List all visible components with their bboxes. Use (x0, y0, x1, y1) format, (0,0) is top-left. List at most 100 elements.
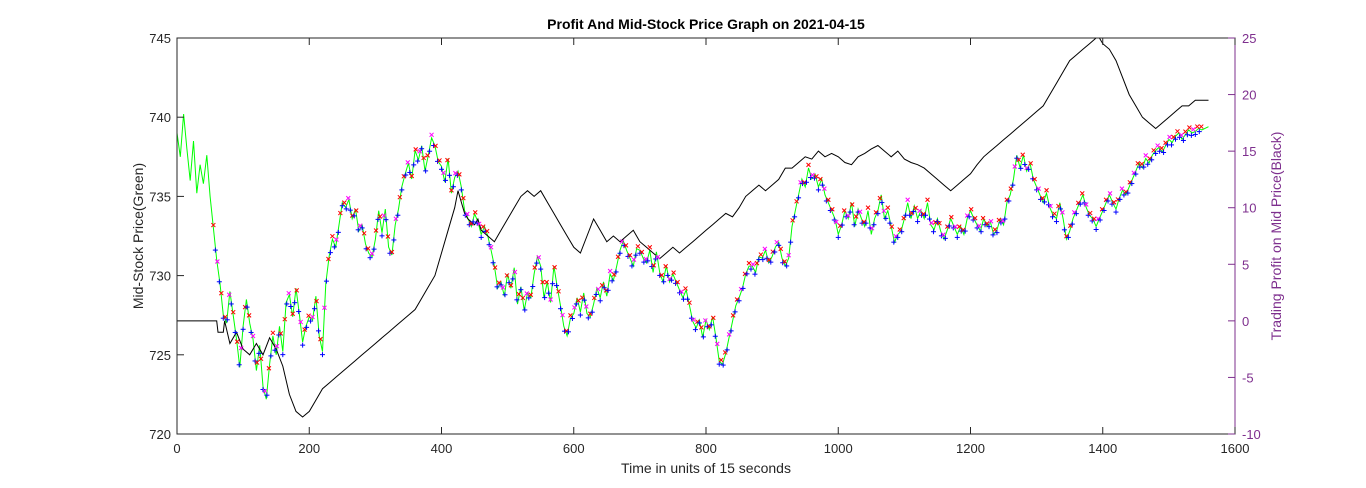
buy-marker (399, 187, 405, 193)
buy-marker (748, 266, 754, 272)
sell-marker (496, 280, 502, 286)
buy-marker (1026, 166, 1032, 172)
buy-marker (502, 292, 508, 298)
sell-marker (619, 239, 625, 244)
sell-marker (290, 311, 296, 317)
sell-marker (583, 304, 589, 309)
buy-marker (272, 347, 278, 353)
sell-marker (282, 316, 288, 322)
sell-marker (675, 279, 680, 285)
buy-marker (1073, 211, 1079, 217)
sell-marker (1171, 134, 1176, 140)
sell-marker (1091, 216, 1097, 222)
sell-marker (1111, 199, 1117, 205)
buy-marker (1061, 227, 1067, 233)
sell-marker (849, 202, 855, 207)
sell-marker (322, 305, 327, 311)
sell-marker (818, 176, 823, 182)
buy-marker (637, 250, 643, 256)
x-axis-label: Time in units of 15 seconds (621, 460, 791, 476)
sell-marker (310, 314, 315, 320)
x-tick-label: 1400 (1088, 441, 1117, 456)
sell-marker (738, 286, 744, 292)
buy-marker (784, 263, 790, 269)
buy-marker (1153, 150, 1159, 156)
sell-marker (508, 282, 514, 288)
left-tick-label: 740 (149, 110, 171, 125)
sell-marker (941, 232, 946, 237)
buy-marker (938, 233, 944, 239)
sell-marker (611, 272, 617, 277)
sell-marker (718, 357, 724, 363)
sell-marker (238, 345, 244, 351)
sell-marker (774, 239, 780, 245)
sell-marker (560, 312, 565, 318)
sell-marker (568, 313, 573, 318)
buy-marker (1161, 150, 1167, 156)
sell-marker (572, 305, 577, 310)
x-tick-label: 0 (173, 441, 180, 456)
sell-marker (345, 195, 351, 201)
sell-marker (885, 205, 891, 211)
buy-marker (907, 212, 913, 218)
left-tick-label: 720 (149, 427, 171, 442)
sell-marker (869, 225, 875, 231)
sell-marker (556, 288, 561, 294)
x-tick-label: 600 (563, 441, 585, 456)
buy-marker (1065, 234, 1071, 240)
sell-marker (337, 210, 343, 216)
buy-marker (998, 220, 1004, 226)
buy-marker (1042, 199, 1048, 205)
buy-marker (550, 281, 556, 287)
sell-marker (500, 285, 506, 290)
sell-marker (222, 314, 228, 320)
sell-marker (234, 339, 240, 345)
sell-marker (230, 309, 236, 315)
buy-marker (851, 222, 857, 228)
sell-marker (829, 206, 835, 212)
buy-marker (593, 291, 599, 297)
buy-marker (490, 260, 496, 266)
buy-marker (323, 278, 329, 284)
buy-marker (351, 213, 357, 219)
sell-marker (758, 252, 764, 257)
buy-marker (927, 216, 933, 222)
sell-marker (948, 214, 954, 220)
sell-marker (1187, 125, 1192, 130)
sell-marker (536, 255, 542, 260)
buy-marker (728, 328, 734, 334)
sell-marker (853, 214, 859, 219)
buy-marker (677, 290, 683, 296)
x-tick-label: 1000 (824, 441, 853, 456)
buy-marker (720, 362, 726, 368)
sell-marker (409, 173, 415, 179)
buy-marker (1196, 129, 1202, 135)
buy-marker (879, 200, 885, 206)
buy-marker (565, 329, 571, 335)
sell-marker (278, 331, 284, 336)
sell-marker (1119, 186, 1125, 192)
sell-marker (1083, 202, 1089, 207)
sell-marker (825, 197, 831, 203)
buy-marker (1169, 142, 1175, 148)
sell-marker (794, 198, 799, 204)
sell-marker (552, 264, 557, 270)
sell-marker (266, 365, 272, 371)
sell-marker (913, 205, 918, 211)
sell-marker (274, 343, 280, 349)
buy-marker (558, 306, 564, 312)
sell-marker (671, 270, 676, 275)
sell-marker (548, 297, 553, 302)
buy-marker (1184, 132, 1190, 138)
buy-marker (609, 278, 615, 284)
sell-marker (984, 221, 990, 226)
sell-marker (937, 220, 942, 226)
buy-marker (1002, 216, 1008, 222)
sell-marker (762, 246, 768, 252)
buy-marker (1125, 190, 1131, 196)
sell-marker (782, 259, 788, 264)
sell-marker (1008, 186, 1014, 192)
sell-marker (369, 251, 375, 256)
buy-marker (915, 219, 921, 225)
